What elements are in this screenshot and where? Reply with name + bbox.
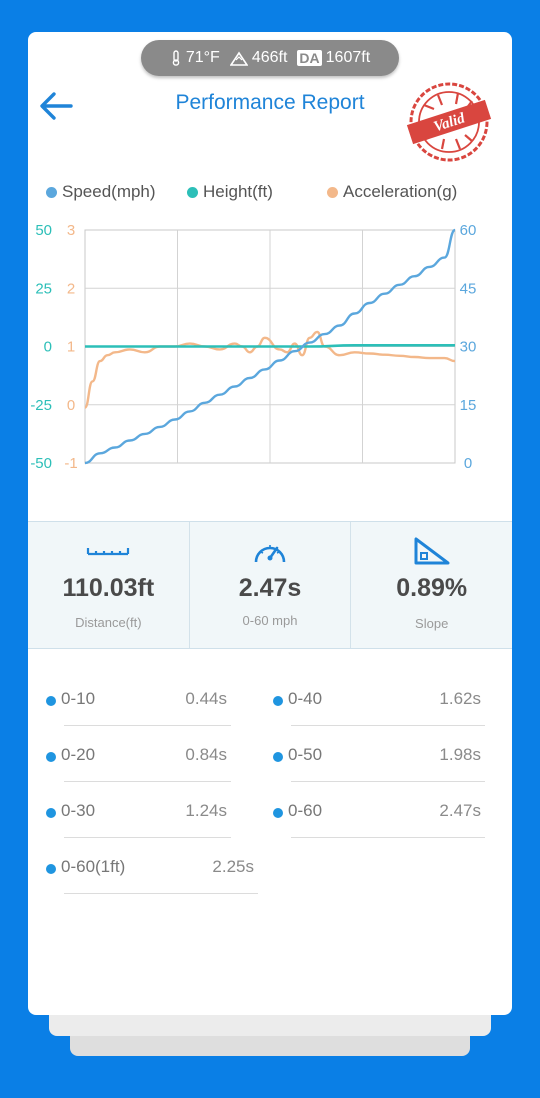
split-bullet <box>46 752 56 762</box>
split-time: 0.44s <box>185 689 227 708</box>
legend-acceleration-swatch <box>327 186 338 198</box>
legend-acceleration: Acceleration(g) <box>327 182 457 202</box>
split-bullet <box>46 864 56 874</box>
split-name: 0-10 <box>61 689 96 708</box>
height-axis-tick: 25 <box>35 280 52 297</box>
valid-stamp-icon: Valid <box>406 82 492 162</box>
speed-axis-tick: 15 <box>460 397 477 414</box>
split-time: 0.84s <box>185 745 227 764</box>
acceleration-series-line <box>83 330 456 409</box>
split-bullet <box>46 808 56 818</box>
acceleration-axis-tick: 2 <box>67 280 75 297</box>
acceleration-axis-tick: -1 <box>64 455 77 472</box>
slope-label: Slope <box>415 616 449 631</box>
density-altitude-value: 1607ft <box>325 49 371 66</box>
split-0-40: 0-40 1.62s <box>255 672 485 728</box>
acceleration-axis-tick: 0 <box>67 397 75 414</box>
arrow-left-icon <box>40 92 73 120</box>
speed-axis-tick: 0 <box>464 455 472 472</box>
slope-icon <box>414 537 450 565</box>
ruler-icon <box>87 548 130 556</box>
page-title: Performance Report <box>175 91 365 114</box>
chart-legend: Speed(mph) Height(ft) Acceleration(g) <box>28 182 512 206</box>
zero-to-sixty-stat: 2.47s 0-60 mph <box>188 522 351 648</box>
slope-stat: 0.89% Slope <box>350 522 512 648</box>
distance-label: Distance(ft) <box>75 615 142 630</box>
elevation-value: 466ft <box>251 49 288 66</box>
split-bullet <box>273 696 283 706</box>
performance-report-card: 71°F 466ft DA 1607ft Performance Report … <box>28 32 512 1015</box>
height-axis-tick: -25 <box>30 397 52 414</box>
density-altitude-badge: DA <box>297 50 322 66</box>
split-bullet <box>46 696 56 706</box>
split-0-20: 0-20 0.84s <box>28 728 231 784</box>
split-time: 1.24s <box>185 801 227 820</box>
split-name: 0-60(1ft) <box>61 857 126 876</box>
split-name: 0-20 <box>61 745 96 764</box>
zero-to-sixty-label: 0-60 mph <box>242 613 298 628</box>
split-bullet <box>273 752 283 762</box>
distance-stat: 110.03ft Distance(ft) <box>28 522 189 648</box>
back-button[interactable] <box>36 88 76 124</box>
stats-panel: 110.03ft Distance(ft) 2.47s 0-60 mph 0.8… <box>28 521 512 649</box>
speed-axis-tick: 30 <box>460 339 477 356</box>
height-series-line <box>85 344 455 348</box>
legend-speed: Speed(mph) <box>46 182 156 202</box>
split-name: 0-50 <box>288 745 323 764</box>
speedometer-icon <box>254 545 286 563</box>
acceleration-axis-tick: 3 <box>67 222 75 239</box>
legend-speed-swatch <box>46 186 57 198</box>
height-axis-tick: -50 <box>30 455 52 472</box>
slope-value: 0.89% <box>396 574 468 602</box>
split-name: 0-60 <box>288 801 323 820</box>
split-0-60: 0-60 2.47s <box>255 784 485 840</box>
thermometer-icon <box>172 50 180 66</box>
mountain-icon <box>229 51 248 66</box>
split-0-10: 0-10 0.44s <box>28 672 231 728</box>
split-0-50: 0-50 1.98s <box>255 728 485 784</box>
split-time: 2.25s <box>212 857 254 876</box>
weather-pill: 71°F 466ft DA 1607ft <box>141 40 399 76</box>
legend-height-swatch <box>187 186 198 198</box>
speed-series-line <box>84 228 456 465</box>
speed-axis-tick: 60 <box>460 222 477 239</box>
temperature-value: 71°F <box>185 49 220 66</box>
split-name: 0-30 <box>61 801 96 820</box>
acceleration-axis-tick: 1 <box>67 339 75 356</box>
split-0-60-1ft: 0-60(1ft) 2.25s <box>28 840 258 896</box>
split-time: 1.62s <box>439 689 481 708</box>
split-name: 0-40 <box>288 689 323 708</box>
height-axis-tick: 0 <box>44 339 52 356</box>
split-time: 2.47s <box>439 801 481 820</box>
split-0-30: 0-30 1.24s <box>28 784 231 840</box>
distance-value: 110.03ft <box>62 574 155 602</box>
legend-height: Height(ft) <box>187 182 273 202</box>
zero-to-sixty-value: 2.47s <box>238 574 302 602</box>
height-axis-tick: 50 <box>35 222 52 239</box>
speed-axis-tick: 45 <box>460 280 477 297</box>
split-time: 1.98s <box>439 745 481 764</box>
split-bullet <box>273 808 283 818</box>
